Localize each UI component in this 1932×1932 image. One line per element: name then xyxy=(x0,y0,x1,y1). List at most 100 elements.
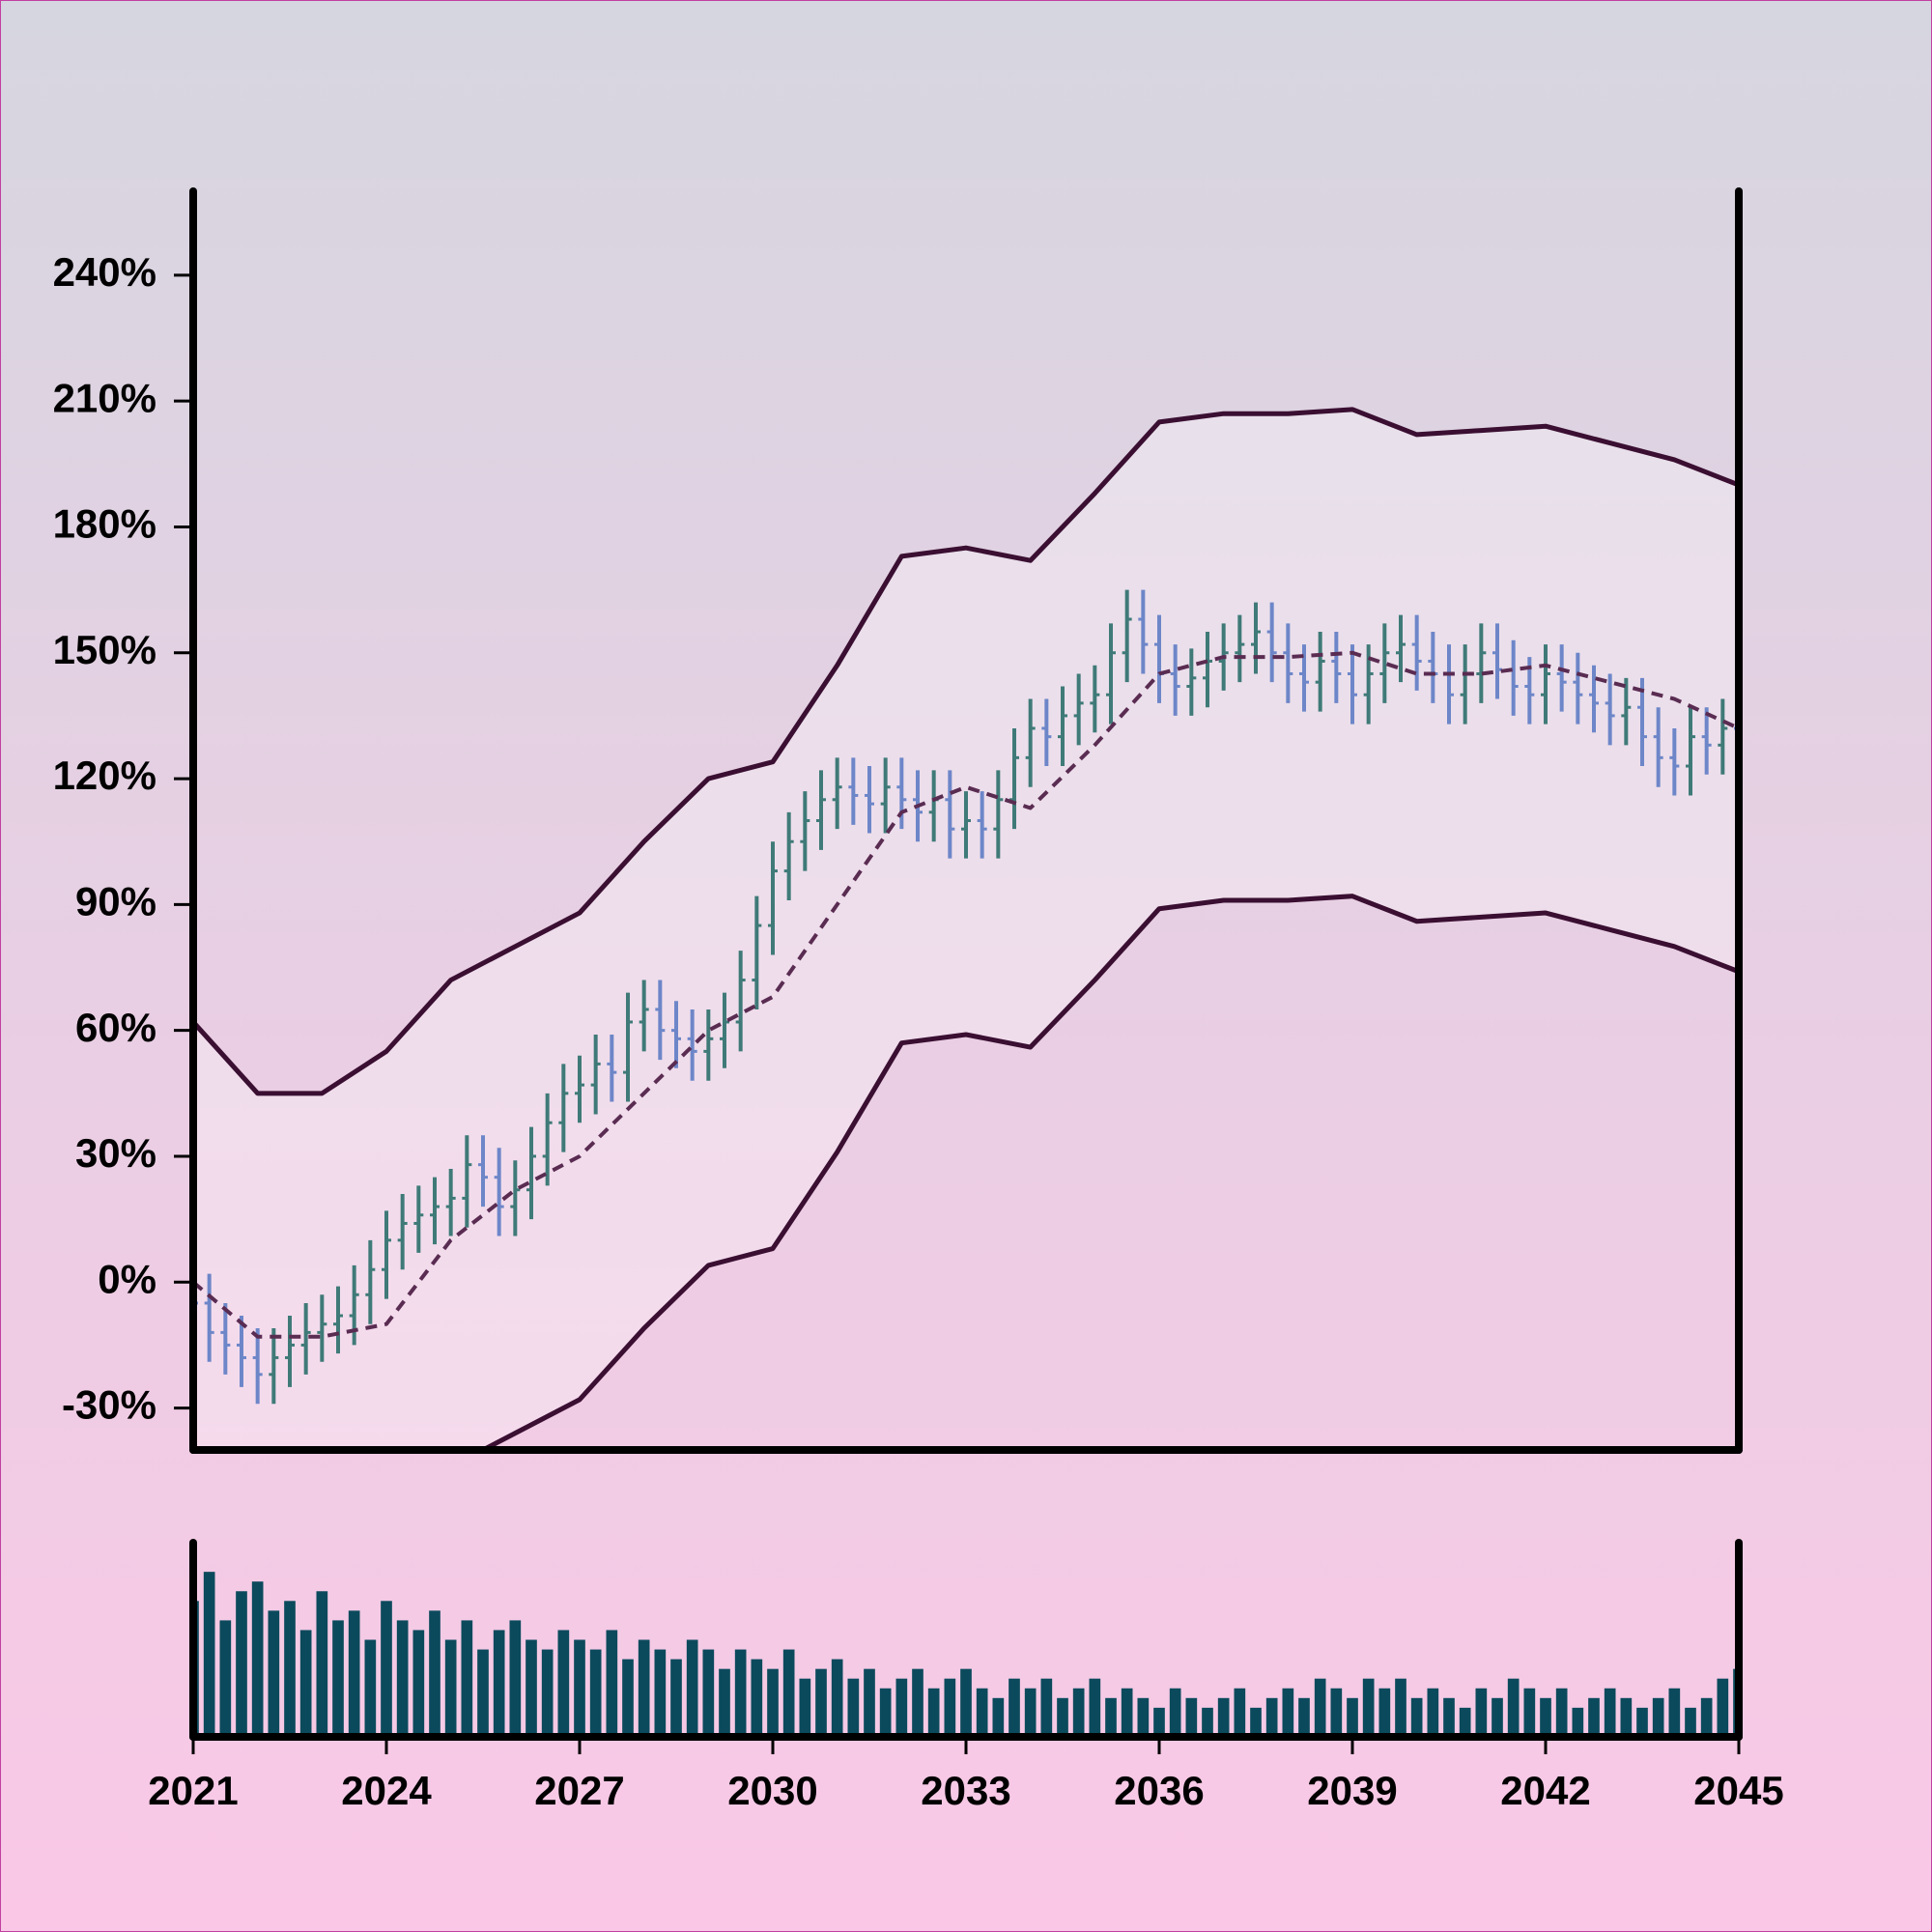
volume-bar xyxy=(348,1610,360,1737)
volume-bar xyxy=(622,1659,634,1737)
plot-area xyxy=(193,407,1739,1450)
volume-bar xyxy=(1314,1678,1326,1737)
volume-bar xyxy=(1121,1688,1133,1737)
volume-bar xyxy=(751,1659,763,1737)
volume-bar xyxy=(219,1620,232,1737)
volume-bar xyxy=(1265,1697,1278,1737)
volume-bar xyxy=(412,1630,425,1737)
x-tick-label: 2024 xyxy=(341,1768,432,1813)
x-tick-label: 2027 xyxy=(534,1768,624,1813)
volume-bar xyxy=(477,1649,489,1737)
volume-bar xyxy=(461,1620,473,1737)
volume-bar xyxy=(1604,1688,1616,1737)
volume-bar xyxy=(444,1639,457,1737)
volume-bar xyxy=(268,1610,280,1737)
volume-bar xyxy=(719,1668,730,1737)
x-tick-label: 2021 xyxy=(148,1768,238,1813)
volume-bar xyxy=(1362,1678,1375,1737)
x-tick-label: 2036 xyxy=(1114,1768,1204,1813)
volume-bar xyxy=(1492,1697,1503,1737)
volume-bar xyxy=(976,1688,988,1737)
volume-bar xyxy=(316,1591,328,1737)
x-tick-label: 2033 xyxy=(921,1768,1010,1813)
volume-bar xyxy=(1523,1688,1536,1737)
volume-bar xyxy=(236,1591,247,1737)
volume-bar xyxy=(364,1639,377,1737)
y-tick-label: 0% xyxy=(98,1256,156,1301)
volume-bar xyxy=(1105,1697,1117,1737)
x-tick-label: 2042 xyxy=(1500,1768,1590,1813)
volume-bar xyxy=(702,1649,715,1737)
volume-bar xyxy=(493,1630,505,1737)
volume-bar xyxy=(1572,1707,1584,1737)
lower-band-line xyxy=(477,894,1739,1450)
volume-bar xyxy=(1137,1697,1150,1737)
volume-bar xyxy=(396,1620,409,1737)
volume-bar xyxy=(1217,1697,1230,1737)
volume-bar xyxy=(1040,1678,1053,1737)
volume-bar xyxy=(1282,1688,1294,1737)
volume-bar xyxy=(686,1639,698,1737)
volume-bar xyxy=(1685,1707,1696,1737)
volume-bar xyxy=(203,1572,215,1737)
y-tick-label: 120% xyxy=(53,753,156,798)
volume-bar xyxy=(251,1581,264,1737)
volume-bar xyxy=(1202,1707,1213,1737)
volume-bar xyxy=(815,1668,827,1737)
volume-bar xyxy=(1072,1688,1085,1737)
volume-bar xyxy=(429,1610,440,1737)
volume-bar xyxy=(1347,1697,1358,1737)
volume-bar xyxy=(589,1649,602,1737)
volume-bar xyxy=(557,1630,570,1737)
volume-bar xyxy=(1475,1688,1488,1737)
band-fill xyxy=(193,409,1739,1450)
volume-bar xyxy=(992,1697,1005,1737)
volume-bar xyxy=(1459,1707,1471,1737)
volume-bar xyxy=(284,1601,296,1737)
volume-bar xyxy=(381,1601,392,1737)
volume-bar xyxy=(895,1678,908,1737)
volume-bar xyxy=(1057,1697,1068,1737)
volume-bar xyxy=(1234,1688,1246,1737)
volume-bar xyxy=(1668,1688,1681,1737)
volume-bar xyxy=(847,1678,860,1737)
y-tick-label: 240% xyxy=(53,249,156,295)
volume-bar xyxy=(574,1639,585,1737)
volume-bar xyxy=(1250,1707,1262,1737)
y-tick-label: 60% xyxy=(75,1005,156,1050)
volume-bar xyxy=(927,1688,940,1737)
upper-band-line xyxy=(193,407,1739,1096)
volume-bar xyxy=(767,1668,779,1737)
volume-bar xyxy=(1507,1678,1520,1737)
volume-bar xyxy=(638,1639,650,1737)
x-tick-label: 2039 xyxy=(1307,1768,1397,1813)
volume-bar xyxy=(1700,1697,1713,1737)
volume-bar xyxy=(1636,1707,1648,1737)
volume-bar xyxy=(879,1688,892,1737)
volume-bar xyxy=(1024,1688,1037,1737)
volume-bar xyxy=(799,1678,811,1737)
volume-bar xyxy=(944,1678,956,1737)
volume-bar xyxy=(1620,1697,1633,1737)
volume-bar xyxy=(1089,1678,1101,1737)
volume-bar xyxy=(526,1639,537,1737)
x-tick-label: 2030 xyxy=(727,1768,817,1813)
moving-average-line xyxy=(193,650,1739,1339)
volume-bar xyxy=(509,1620,522,1737)
x-tick-label: 2045 xyxy=(1693,1768,1783,1813)
volume-bar xyxy=(960,1668,972,1737)
volume-bar xyxy=(332,1620,344,1737)
volume-bar xyxy=(1555,1688,1568,1737)
y-tick-label: 150% xyxy=(53,627,156,672)
volume-bar xyxy=(606,1630,618,1737)
volume-bar xyxy=(782,1649,795,1737)
volume-bar xyxy=(299,1630,312,1737)
volume-bar xyxy=(1588,1697,1600,1737)
volume-bar xyxy=(1395,1678,1406,1737)
volume-bar xyxy=(1185,1697,1198,1737)
volume-bar xyxy=(670,1659,682,1737)
volume-bar xyxy=(1298,1697,1310,1737)
volume-bar xyxy=(831,1659,843,1737)
volume-bar xyxy=(1330,1688,1343,1737)
